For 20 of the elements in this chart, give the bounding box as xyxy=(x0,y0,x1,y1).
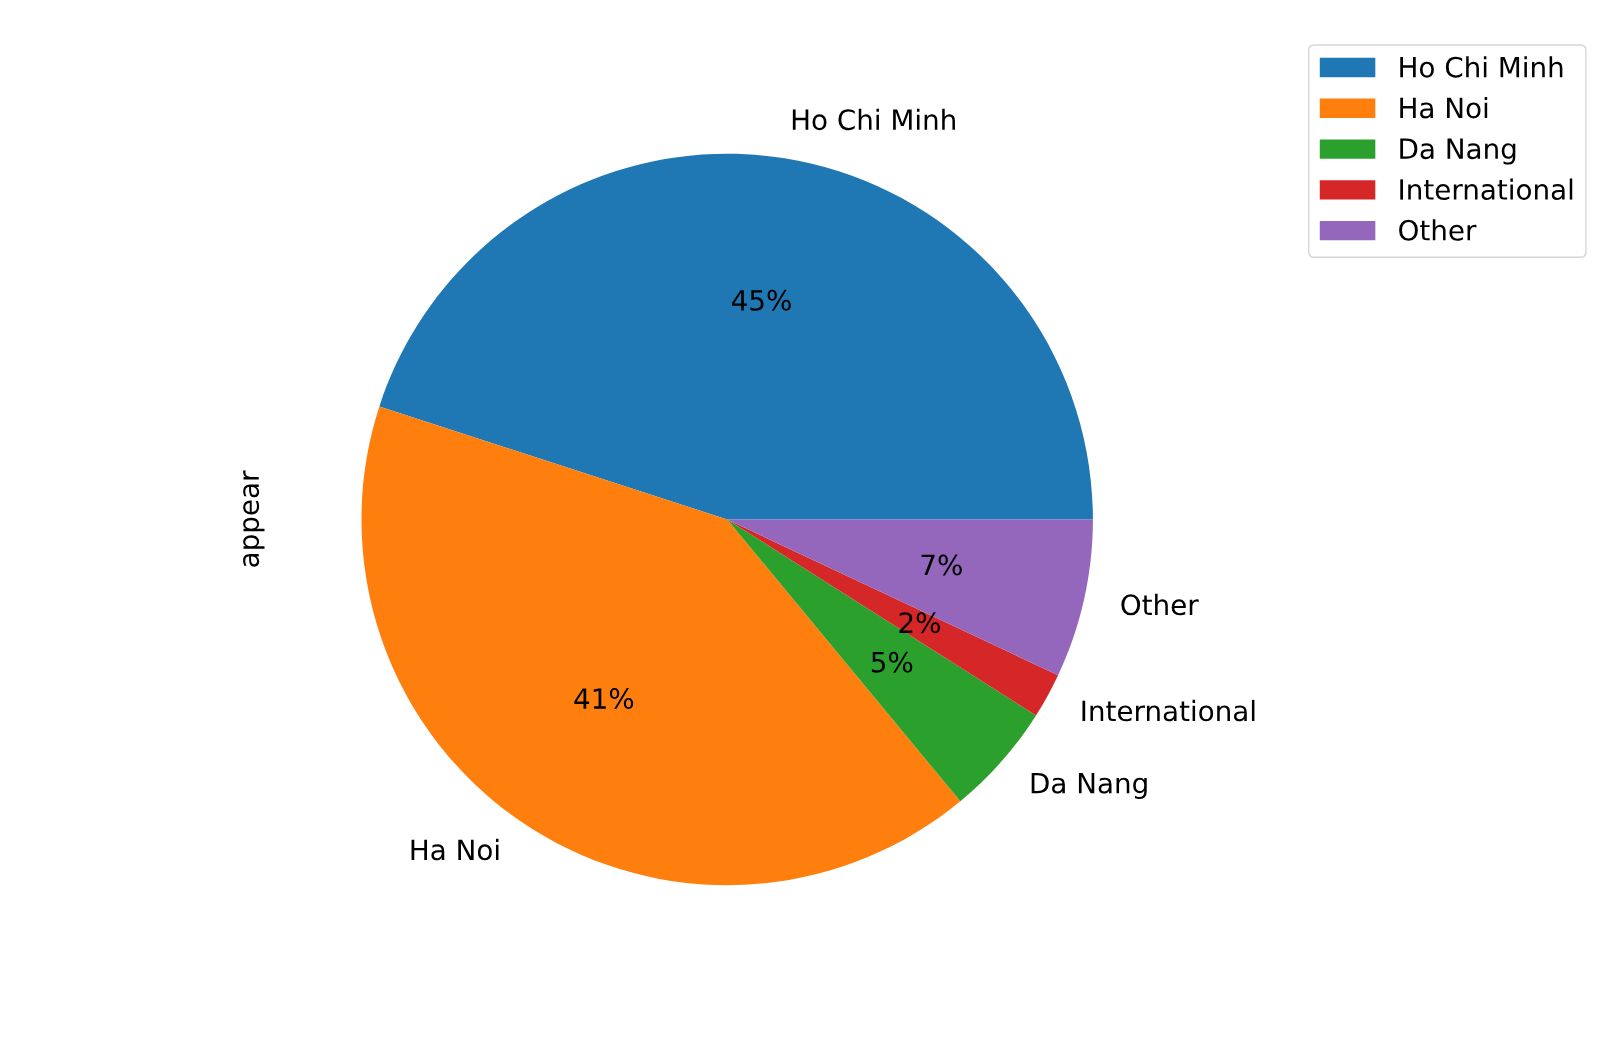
data-label: 41% xyxy=(574,688,634,710)
legend-label: International xyxy=(1400,178,1573,200)
legend-label: Other xyxy=(1399,219,1477,241)
slice-label: Other xyxy=(1121,593,1199,616)
slice-label: Ho Chi Minh xyxy=(792,108,955,131)
slice-label: Da Nang xyxy=(1031,772,1147,799)
pie-slice xyxy=(361,406,961,886)
slice-label: International xyxy=(1082,699,1255,722)
pie-slice xyxy=(727,519,1093,676)
legend-label: Ho Chi Minh xyxy=(1400,56,1563,78)
pie-slice xyxy=(727,519,1059,716)
data-label: 2% xyxy=(899,612,940,634)
legend-label: Ha Noi xyxy=(1400,96,1488,119)
slice-label: Ha Noi xyxy=(411,838,499,861)
data-label: 5% xyxy=(871,651,913,673)
text: appear xyxy=(243,470,265,567)
legend-label: Da Nang xyxy=(1400,138,1516,165)
pie-slice xyxy=(379,153,1093,520)
data-label: 7% xyxy=(921,554,962,576)
data-label: 45% xyxy=(732,289,791,311)
